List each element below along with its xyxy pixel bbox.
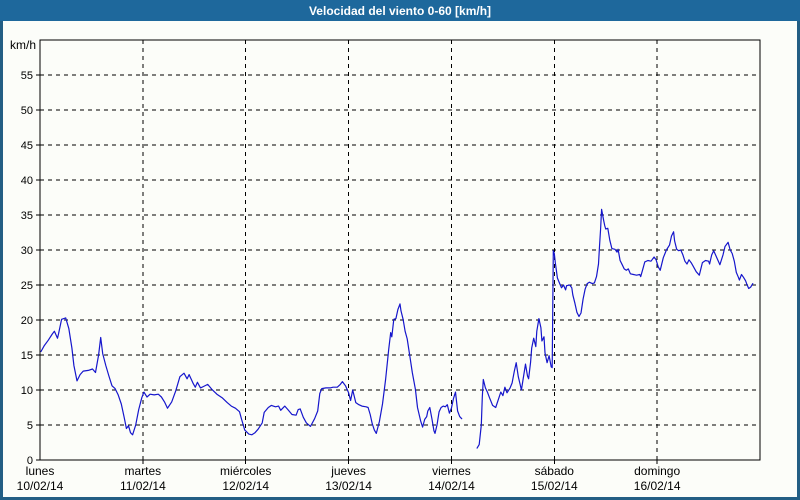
y-tick-label: 10	[21, 385, 33, 397]
x-date-label: 10/02/14	[17, 479, 64, 493]
x-date-label: 12/02/14	[222, 479, 269, 493]
x-day-label: lunes	[26, 464, 55, 478]
y-tick-label: 50	[21, 105, 33, 117]
wind-speed-line	[40, 303, 463, 436]
x-date-label: 13/02/14	[325, 479, 372, 493]
chart-title: Velocidad del viento 0-60 [km/h]	[308, 4, 492, 18]
y-tick-label: 0	[27, 455, 33, 467]
x-day-label: viernes	[432, 464, 471, 478]
x-date-label: 11/02/14	[120, 479, 166, 493]
x-day-label: martes	[125, 464, 162, 478]
plot-frame	[39, 39, 761, 461]
y-tick-label: 5	[27, 420, 33, 432]
wind-speed-line	[476, 208, 754, 449]
x-day-label: domingo	[634, 464, 680, 478]
y-tick-label: 45	[21, 140, 33, 152]
y-tick-label: 15	[21, 350, 33, 362]
y-tick-label: 55	[21, 70, 33, 82]
chart-title-bar: Velocidad del viento 0-60 [km/h]	[0, 0, 800, 21]
x-day-label: miércoles	[220, 464, 271, 478]
y-tick-label: 35	[21, 210, 33, 222]
y-tick-label: 20	[21, 315, 33, 327]
x-date-label: 15/02/14	[531, 479, 578, 493]
x-day-label: jueves	[330, 464, 366, 478]
y-axis-unit-label: km/h	[10, 38, 36, 52]
y-tick-label: 30	[21, 245, 33, 257]
y-tick-label: 40	[21, 175, 33, 187]
y-tick-label: 25	[21, 280, 33, 292]
x-date-label: 14/02/14	[428, 479, 475, 493]
x-date-label: 16/02/14	[634, 479, 681, 493]
x-day-label: sábado	[535, 464, 575, 478]
